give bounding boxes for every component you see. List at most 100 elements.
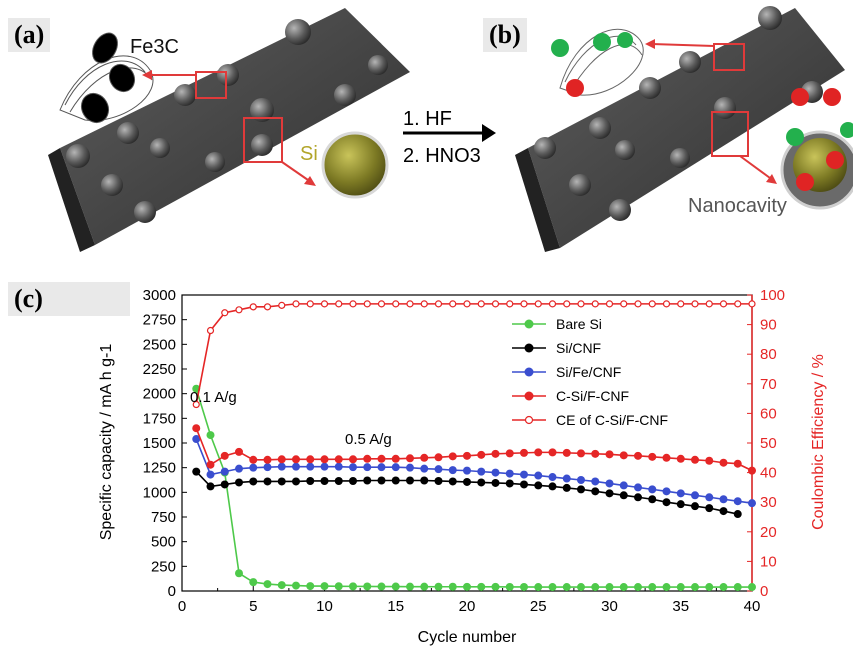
data-point	[634, 483, 642, 492]
data-point	[277, 477, 286, 486]
data-point	[705, 504, 714, 513]
legend-label: Bare Si	[556, 316, 602, 332]
data-point	[320, 462, 329, 471]
y-tick-label: 0	[168, 583, 176, 600]
x-tick-label: 10	[316, 598, 333, 615]
data-point	[448, 582, 457, 591]
y2-tick-label: 0	[760, 583, 768, 600]
data-point	[377, 454, 386, 463]
data-point	[677, 300, 685, 308]
y2-axis-label: Coulombic Efficiency / %	[810, 354, 827, 530]
data-point	[591, 449, 600, 458]
panel-label-c: (c)	[8, 282, 130, 316]
data-point	[363, 476, 372, 485]
annotation-0-1: 0.1 A/g	[190, 389, 237, 406]
y-tick-label: 3000	[143, 287, 176, 304]
data-point	[506, 300, 514, 308]
x-axis-label: Cycle number	[418, 629, 517, 646]
data-point	[520, 582, 528, 591]
y2-tick-label: 90	[760, 317, 777, 334]
data-point	[619, 491, 628, 500]
data-point	[420, 476, 429, 485]
data-point	[391, 582, 400, 591]
data-point	[391, 454, 400, 463]
data-point	[477, 582, 486, 591]
data-point	[434, 582, 443, 591]
data-point	[691, 491, 699, 500]
data-point	[306, 462, 315, 471]
data-point	[662, 498, 671, 507]
data-point	[748, 583, 756, 592]
data-point	[220, 480, 229, 489]
legend-entry: Si/CNF	[512, 340, 601, 356]
series-line	[195, 388, 752, 588]
scheme-illustration: Fe3C Si 1. HF 2. HNO3	[48, 6, 853, 252]
electron-icon	[617, 32, 633, 48]
data-point	[634, 583, 642, 592]
y2-tick-label: 50	[760, 435, 777, 452]
fe3c-label: Fe3C	[130, 36, 179, 58]
data-point	[420, 300, 428, 308]
series-si-fe-cnf	[192, 435, 756, 508]
electron-icon	[786, 128, 804, 146]
data-point	[292, 477, 300, 486]
data-point	[278, 301, 286, 309]
data-point	[477, 478, 486, 487]
data-point	[263, 463, 272, 472]
data-point	[377, 463, 386, 472]
data-point	[691, 502, 699, 511]
data-point	[406, 476, 414, 485]
data-point	[505, 479, 514, 488]
data-point	[320, 476, 329, 485]
data-point	[349, 455, 357, 464]
data-point	[648, 300, 656, 308]
data-point	[534, 300, 542, 308]
data-point	[719, 583, 728, 592]
data-point	[520, 300, 528, 308]
data-point	[449, 300, 457, 308]
data-point	[691, 583, 699, 592]
electron-icon	[593, 33, 611, 51]
y-tick-label: 1250	[143, 460, 176, 477]
carbon-nanofiber-b	[515, 6, 845, 252]
data-point	[249, 303, 257, 311]
panel-label-b: (b)	[483, 18, 527, 52]
data-point	[220, 467, 229, 476]
data-point	[648, 495, 657, 504]
data-point	[235, 569, 243, 578]
data-point	[662, 300, 671, 308]
x-tick-label: 5	[249, 598, 257, 615]
y2-tick-label: 20	[760, 524, 777, 541]
data-point	[634, 493, 642, 502]
data-point	[648, 485, 657, 494]
data-point	[634, 300, 642, 308]
data-point	[719, 458, 728, 467]
y2-tick-label: 30	[760, 494, 777, 511]
data-point	[577, 583, 585, 592]
lithium-ion-icon	[566, 79, 584, 97]
data-point	[377, 476, 386, 485]
data-point	[320, 455, 329, 464]
electron-icon	[840, 122, 853, 138]
y-tick-label: 2250	[143, 361, 176, 378]
data-point	[505, 582, 514, 591]
y-tick-label: 2000	[143, 386, 176, 403]
data-point	[734, 300, 742, 308]
data-point	[534, 481, 543, 490]
data-point	[662, 487, 671, 496]
data-point	[520, 470, 528, 479]
panel-label-a: (a)	[8, 18, 51, 52]
data-point	[591, 477, 600, 486]
data-point	[334, 462, 343, 471]
legend-label: Si/Fe/CNF	[556, 364, 621, 380]
data-point	[548, 482, 557, 491]
legend-swatch-marker	[524, 415, 534, 425]
data-point	[349, 582, 357, 591]
data-point	[591, 583, 600, 592]
data-point	[733, 583, 742, 592]
data-point	[548, 300, 557, 308]
data-point	[391, 476, 400, 485]
series-bare-si	[192, 384, 756, 592]
annotation-0-5: 0.5 A/g	[345, 431, 392, 448]
data-point	[434, 453, 443, 462]
